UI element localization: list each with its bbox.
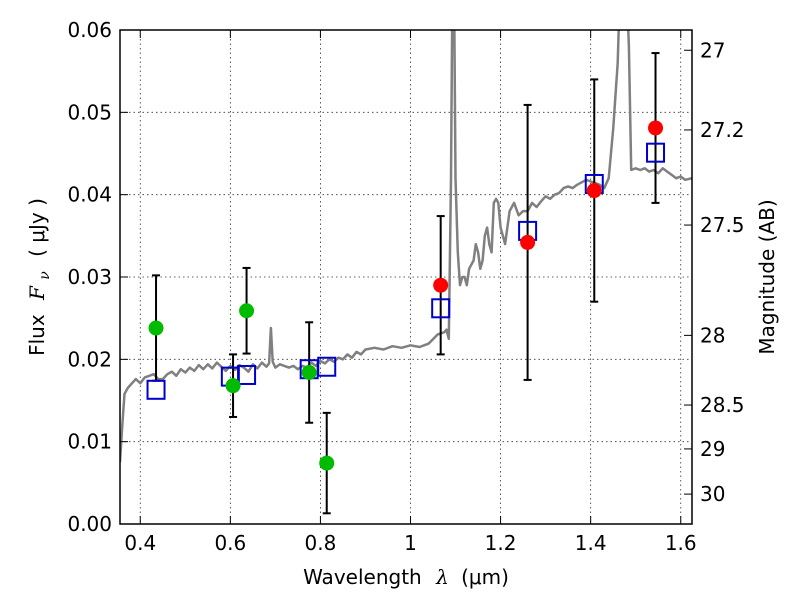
green-data-point bbox=[301, 365, 317, 381]
y-tick-label: 0.05 bbox=[67, 100, 112, 124]
y2-axis-label: Magnitude (AB) bbox=[755, 199, 779, 354]
marker-layer bbox=[146, 120, 666, 471]
mag-tick-label: 30 bbox=[700, 482, 725, 506]
red-data-point bbox=[520, 234, 536, 250]
red-data-point bbox=[586, 183, 602, 199]
y-axis-label: Flux F ν ( μJy ) bbox=[25, 198, 54, 356]
grid bbox=[120, 30, 692, 524]
red-data-point bbox=[433, 277, 449, 293]
x-tick-label: 1 bbox=[404, 531, 417, 555]
y-axis-label-subscript: ν bbox=[37, 271, 53, 280]
x-tick-label: 0.8 bbox=[305, 531, 337, 555]
x-axis-label: Wavelength λ (μm) bbox=[303, 565, 509, 589]
x-tick-label: 1.4 bbox=[575, 531, 607, 555]
mag-tick-label: 28.5 bbox=[700, 393, 745, 417]
x-tick-label: 1.2 bbox=[485, 531, 517, 555]
x-tick-label: 1.6 bbox=[665, 531, 697, 555]
model-flux-square bbox=[146, 379, 166, 400]
y-tick-label: 0.00 bbox=[67, 512, 112, 536]
y-tick-label: 0.02 bbox=[67, 347, 112, 371]
mag-tick-label: 27.5 bbox=[700, 213, 745, 237]
mag-tick-label: 29 bbox=[700, 437, 725, 461]
green-data-point bbox=[239, 303, 255, 319]
y-tick-label: 0.06 bbox=[67, 18, 112, 42]
y-axis-label-unit: ( μJy ) bbox=[25, 198, 49, 257]
model-flux-square bbox=[646, 142, 666, 163]
y-axis-label-prefix: Flux bbox=[25, 314, 49, 356]
x-tick-label: 0.4 bbox=[124, 531, 156, 555]
x-axis-label-symbol: λ bbox=[435, 565, 449, 589]
y-tick-label: 0.01 bbox=[67, 430, 112, 454]
y-axis-label-symbol: F bbox=[25, 285, 49, 301]
model-flux-square bbox=[431, 298, 451, 319]
y-tick-label: 0.03 bbox=[67, 265, 112, 289]
y-tick-label: 0.04 bbox=[67, 183, 112, 207]
sed-curve-layer bbox=[120, 30, 692, 463]
model-flux-square bbox=[237, 364, 257, 385]
mag-tick-label: 27 bbox=[700, 38, 725, 62]
green-data-point bbox=[225, 378, 241, 394]
x-axis-label-prefix: Wavelength bbox=[303, 565, 422, 589]
x-axis-label-unit: (μm) bbox=[461, 565, 509, 589]
tick-layer: 0.4 0.6 0.8 1 1.2 1.4 1.6 0.00 0.01 0.02 0.03 0.04 0… bbox=[67, 18, 744, 555]
mag-tick-label: 27.2 bbox=[700, 118, 745, 142]
model-flux-square bbox=[317, 356, 337, 377]
sed-curve bbox=[120, 30, 692, 463]
green-data-point bbox=[148, 320, 164, 336]
mag-tick-label: 28 bbox=[700, 323, 725, 347]
x-tick-label: 0.6 bbox=[214, 531, 246, 555]
green-data-point bbox=[319, 455, 335, 471]
red-data-point bbox=[648, 120, 664, 136]
